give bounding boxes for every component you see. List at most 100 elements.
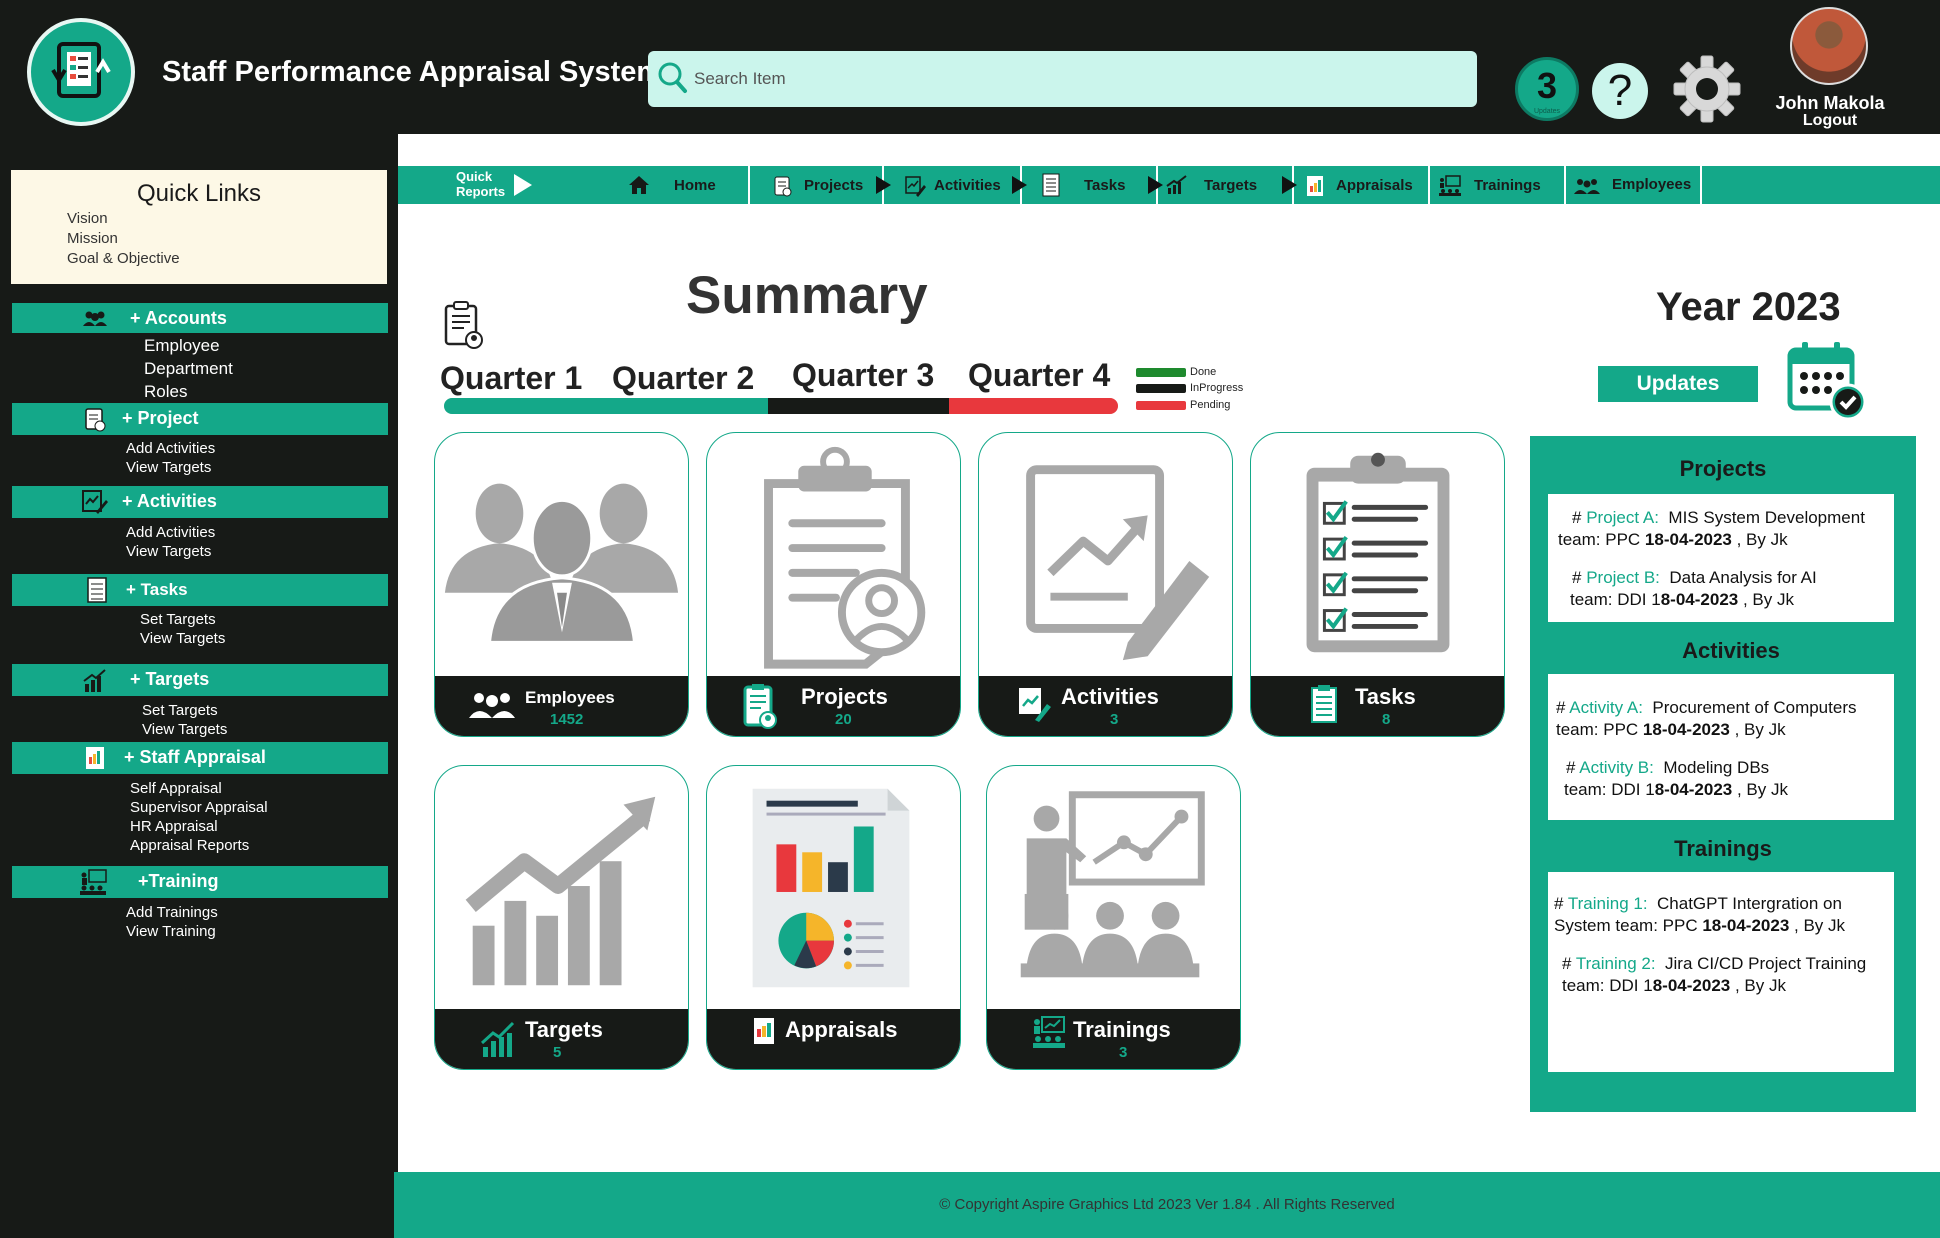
sidebar-item-supervisor-appraisal[interactable]: Supervisor Appraisal [130, 799, 268, 816]
legend-inprogress-label: InProgress [1190, 382, 1244, 394]
menu-accounts[interactable]: + Accounts [12, 303, 388, 333]
training-1-entry[interactable]: # Training 1: ChatGPT Intergration on [1554, 894, 1842, 913]
appraisals-card-footer: Appraisals [707, 1009, 960, 1069]
progress-pending-segment [949, 398, 1118, 414]
quick-link-goal-objective[interactable]: Goal & Objective [67, 250, 180, 267]
sidebar-item-add-activities-2[interactable]: Add Activities [126, 524, 216, 541]
training-icon [80, 869, 107, 895]
sidebar-item-roles[interactable]: Roles [144, 382, 188, 401]
sidebar-item-employee[interactable]: Employee [144, 336, 220, 355]
sidebar-item-add-activities[interactable]: Add Activities [126, 440, 216, 457]
menu-accounts-label: + Accounts [130, 308, 227, 328]
menu-activities-label: + Activities [122, 491, 217, 511]
nav-activities[interactable]: Activities [888, 166, 1022, 204]
training-icon [1439, 175, 1461, 196]
search-bar[interactable] [648, 51, 1477, 107]
tasks-card[interactable]: Tasks 8 [1250, 432, 1505, 737]
report-icon [754, 1018, 774, 1044]
calendar-check-icon[interactable] [1786, 340, 1870, 424]
activities-card-footer: Activities 3 [979, 676, 1232, 736]
employees-count: 1452 [550, 711, 584, 728]
panel-projects-title: Projects [1679, 456, 1767, 481]
training-2-entry[interactable]: # Training 2: Jira CI/CD Project Trainin… [1562, 954, 1867, 973]
sidebar-item-view-training[interactable]: View Training [126, 923, 216, 940]
user-name: John Makola [1775, 93, 1885, 113]
legend-done-label: Done [1190, 366, 1217, 378]
menu-training[interactable]: +Training [12, 866, 388, 898]
projects-card-footer: Projects 20 [707, 676, 960, 736]
menu-project-label: + Project [122, 408, 199, 428]
nav-employees[interactable]: Employees [1568, 166, 1702, 204]
summary-title: Summary [686, 266, 928, 325]
quarter-progress-bar [444, 398, 1118, 414]
nav-appraisals[interactable]: Appraisals [1296, 166, 1430, 204]
notifications-badge[interactable]: 3 Updates [1515, 57, 1579, 121]
appraisal-report-icon [752, 788, 910, 988]
trainings-card[interactable]: Trainings 3 [986, 765, 1241, 1070]
settings-gear-icon[interactable] [1672, 54, 1742, 124]
year-title: Year 2023 [1656, 285, 1841, 329]
logout-link[interactable]: Logout [1802, 112, 1858, 129]
trainings-card-label: Trainings [1073, 1017, 1171, 1042]
menu-project[interactable]: + Project [12, 403, 388, 435]
menu-targets[interactable]: + Targets [12, 664, 388, 696]
activity-a-entry[interactable]: # Activity A: Procurement of Computers [1556, 698, 1857, 717]
sidebar-item-view-targets-3[interactable]: View Targets [140, 630, 226, 647]
sidebar-item-view-targets-4[interactable]: View Targets [142, 721, 228, 738]
growth-chart-icon [1166, 175, 1187, 194]
projects-card[interactable]: Projects 20 [706, 432, 961, 737]
activity-a-meta: team: PPC 18-04-2023 , By Jk [1556, 720, 1786, 739]
help-button[interactable]: ? [1592, 63, 1648, 119]
activities-card-label: Activities [1061, 684, 1159, 709]
appraisals-card-label: Appraisals [785, 1017, 898, 1042]
tasks-card-footer: Tasks 8 [1251, 676, 1504, 736]
nav-arrow-icon [1282, 176, 1297, 194]
quarter-1-label: Quarter 1 [440, 360, 583, 396]
quick-link-mission[interactable]: Mission [67, 230, 118, 247]
search-input[interactable] [694, 63, 1454, 95]
app-logo[interactable] [27, 18, 135, 126]
user-avatar[interactable] [1790, 7, 1868, 85]
sidebar-item-view-targets[interactable]: View Targets [126, 459, 212, 476]
activity-b-entry[interactable]: # Activity B: Modeling DBs [1566, 758, 1770, 777]
growth-chart-icon [481, 1021, 515, 1057]
project-a-entry[interactable]: # Project A: MIS System Development [1572, 508, 1865, 527]
search-icon[interactable] [656, 61, 688, 95]
project-b-entry[interactable]: # Project B: Data Analysis for AI [1572, 568, 1817, 587]
employees-card[interactable]: Employees 1452 [434, 432, 689, 737]
sidebar-item-department[interactable]: Department [144, 359, 233, 378]
menu-staff-appraisal[interactable]: + Staff Appraisal [12, 742, 388, 774]
sidebar-item-set-targets-2[interactable]: Set Targets [142, 702, 218, 719]
quick-reports-label[interactable]: Quick Reports [456, 169, 506, 199]
users-icon [469, 693, 515, 718]
growth-arrow-chart-icon [465, 796, 656, 986]
activities-card[interactable]: Activities 3 [978, 432, 1233, 737]
sidebar-item-view-targets-2[interactable]: View Targets [126, 543, 212, 560]
menu-targets-label: + Targets [130, 669, 210, 689]
sidebar-item-set-targets[interactable]: Set Targets [140, 611, 216, 628]
sidebar-item-appraisal-reports[interactable]: Appraisal Reports [130, 837, 250, 854]
panel-trainings-title: Trainings [1674, 836, 1772, 861]
chart-pen-icon [82, 490, 108, 514]
nav-tasks[interactable]: Tasks [1024, 166, 1158, 204]
clipboard-user-icon [764, 446, 926, 669]
report-icon [1307, 176, 1323, 196]
updates-button[interactable]: Updates [1598, 366, 1758, 402]
project-a-meta: team: PPC 18-04-2023 , By Jk [1558, 530, 1788, 549]
employees-card-label: Employees [525, 688, 615, 707]
sidebar-item-self-appraisal[interactable]: Self Appraisal [130, 780, 222, 797]
legend-inprogress-swatch [1136, 384, 1186, 393]
menu-activities[interactable]: + Activities [12, 486, 388, 518]
nav-trainings[interactable]: Trainings [1432, 166, 1566, 204]
targets-card[interactable]: Targets 5 [434, 765, 689, 1070]
nav-home[interactable]: Home [608, 166, 750, 204]
quick-link-vision[interactable]: Vision [67, 210, 108, 227]
menu-tasks[interactable]: + Tasks [12, 574, 388, 606]
appraisals-card[interactable]: Appraisals [706, 765, 961, 1070]
task-list-icon [87, 577, 107, 603]
sidebar-item-add-trainings[interactable]: Add Trainings [126, 904, 218, 921]
chart-pen-icon [905, 176, 926, 197]
nav-targets[interactable]: Targets [1160, 166, 1294, 204]
sidebar-item-hr-appraisal[interactable]: HR Appraisal [130, 818, 218, 835]
nav-projects[interactable]: Projects [752, 166, 884, 204]
